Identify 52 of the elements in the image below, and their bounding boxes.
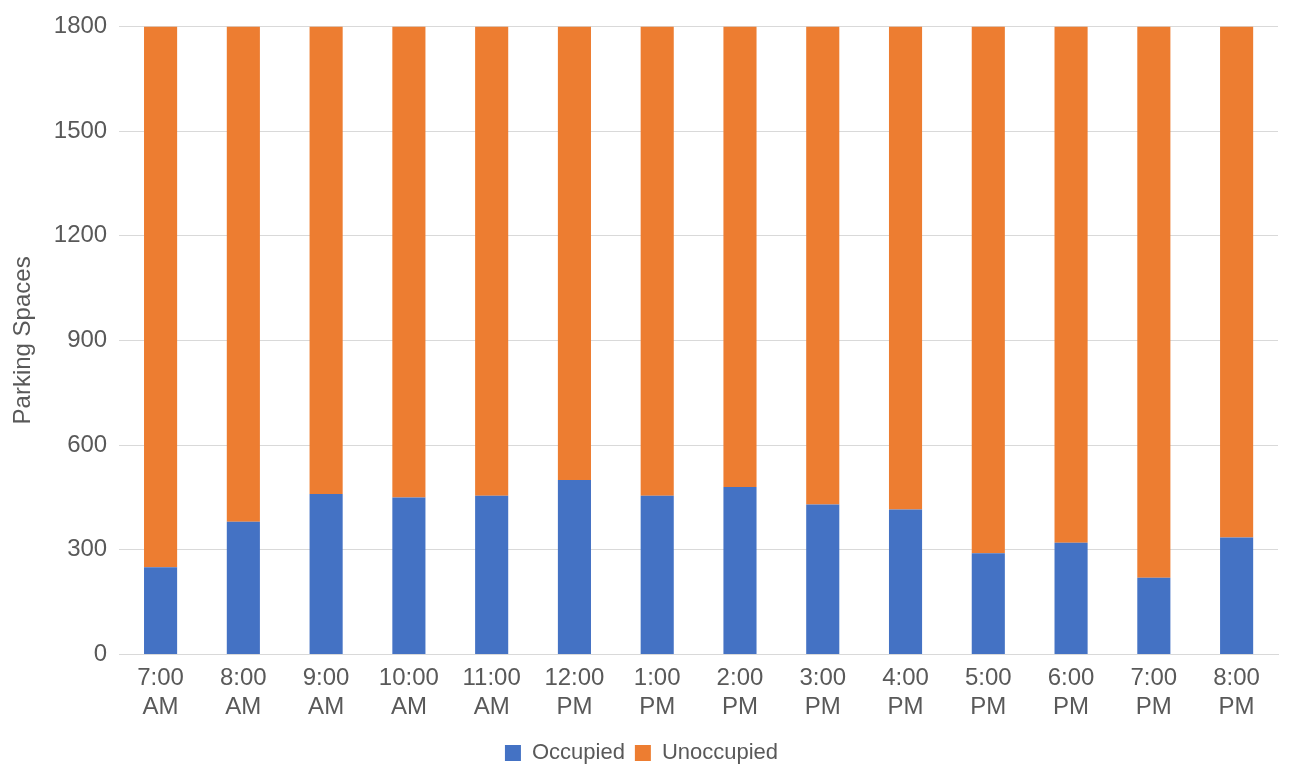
bar xyxy=(309,493,343,654)
y-tick-label: 1200 xyxy=(53,220,108,248)
x-tick-label: 5:00 PM xyxy=(964,663,1012,720)
x-tick-label: 8:00 PM xyxy=(1213,663,1260,720)
x-tick-label: 8:00 AM xyxy=(219,663,267,720)
x-tick-label: 4:00 PM xyxy=(882,663,929,720)
x-tick-label: 3:00 PM xyxy=(799,663,847,720)
x-tick-label: 7:00 AM xyxy=(137,663,184,720)
legend-label: Unoccupied xyxy=(661,739,779,765)
bar xyxy=(226,26,260,522)
x-tick-label: 1:00 PM xyxy=(633,663,681,720)
legend-label: Occupied xyxy=(531,739,625,765)
bar xyxy=(557,26,591,480)
bar xyxy=(392,497,426,654)
bar xyxy=(640,26,674,496)
bar xyxy=(392,26,426,498)
bar xyxy=(1054,542,1088,654)
y-tick-label: 900 xyxy=(67,325,108,353)
bar xyxy=(226,521,260,654)
bar xyxy=(1137,26,1171,578)
bar xyxy=(1220,26,1254,538)
y-tick-label: 1800 xyxy=(53,11,108,39)
bar xyxy=(475,26,509,496)
y-tick-label: 1500 xyxy=(53,115,108,143)
x-tick-label: 2:00 PM xyxy=(716,663,764,720)
bar xyxy=(557,479,591,654)
y-tick-label: 0 xyxy=(93,639,108,667)
y-tick-label: 600 xyxy=(67,429,108,457)
x-tick-label: 11:00 AM xyxy=(462,663,521,720)
bar xyxy=(888,509,923,654)
x-tick-label: 7:00 PM xyxy=(1130,663,1178,720)
bar xyxy=(144,567,178,654)
bar xyxy=(971,26,1005,554)
y-tick-label: 300 xyxy=(67,534,108,562)
x-tick-label: 9:00 AM xyxy=(302,663,350,720)
bar xyxy=(309,26,343,494)
bar xyxy=(888,26,923,510)
x-tick-label: 12:00 PM xyxy=(544,663,605,720)
bar xyxy=(806,26,840,505)
bar xyxy=(723,486,757,654)
bar xyxy=(1054,26,1088,543)
bar xyxy=(144,26,178,568)
bar xyxy=(1137,577,1171,654)
x-tick-label: 6:00 PM xyxy=(1047,663,1095,720)
x-tick-label: 10:00 AM xyxy=(378,663,439,720)
bar xyxy=(640,495,674,654)
y-axis-title: Parking Spaces xyxy=(8,256,36,425)
bar xyxy=(723,26,757,487)
bar xyxy=(1220,537,1254,654)
bar xyxy=(971,553,1005,654)
bar xyxy=(806,504,840,654)
bar xyxy=(475,495,509,654)
